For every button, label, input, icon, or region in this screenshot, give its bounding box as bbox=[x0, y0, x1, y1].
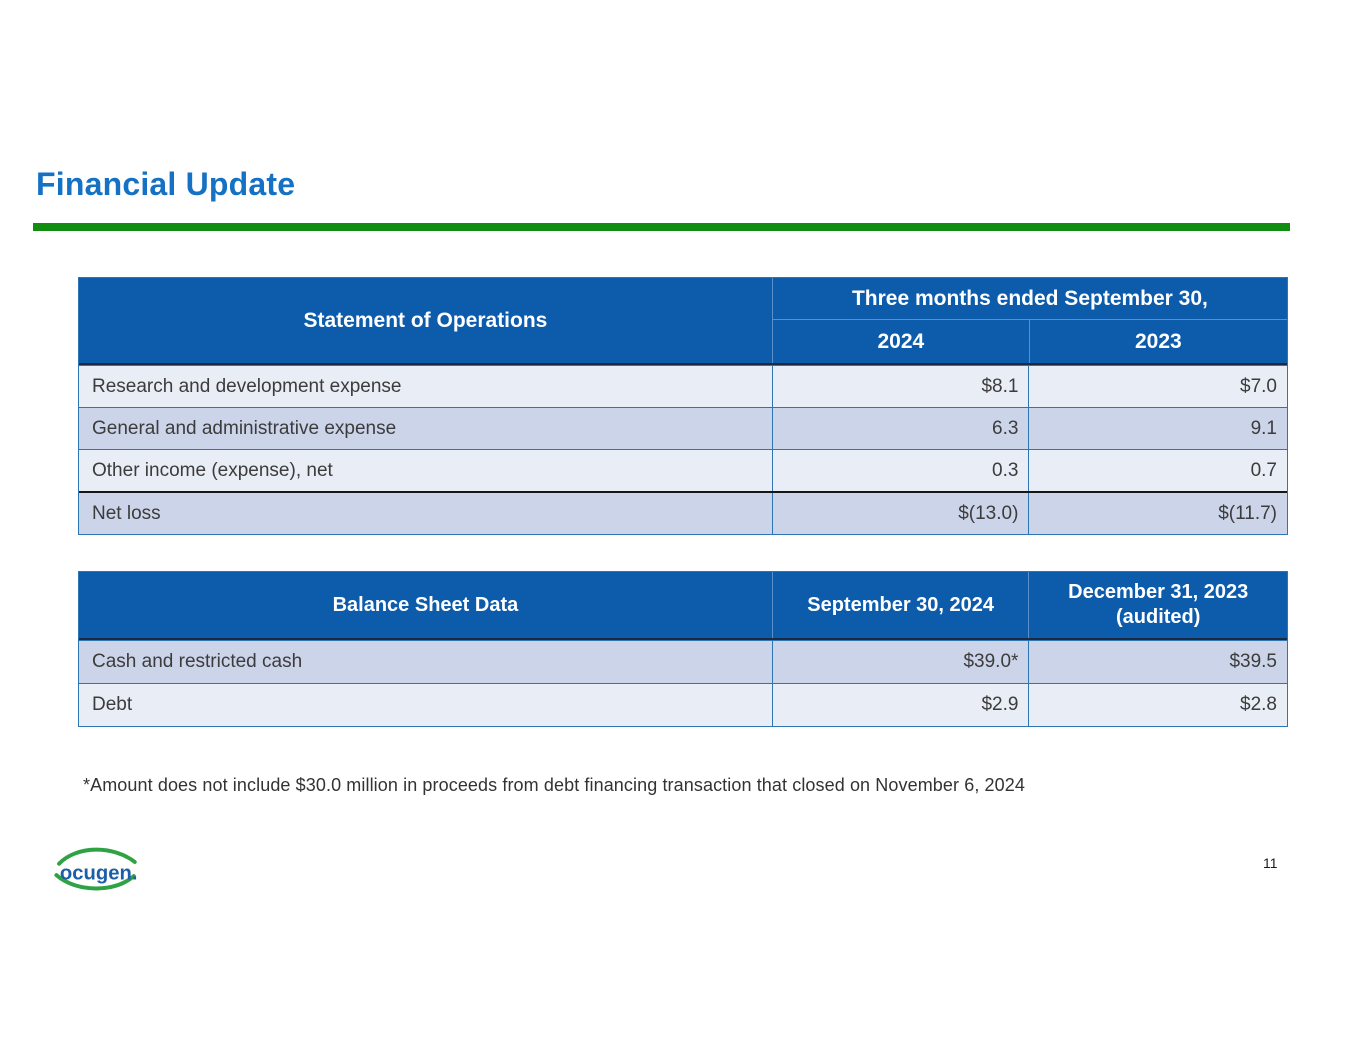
table-row: General and administrative expense 6.3 9… bbox=[79, 407, 1287, 449]
balance-header-label: Balance Sheet Data bbox=[79, 572, 773, 638]
row-label: General and administrative expense bbox=[79, 408, 773, 449]
value-2023: $(11.7) bbox=[1218, 502, 1277, 524]
table-row: Cash and restricted cash $39.0* $39.5 bbox=[79, 640, 1287, 683]
operations-table: Statement of Operations Three months end… bbox=[78, 277, 1288, 535]
logo-bottom-swoosh bbox=[54, 873, 136, 891]
value-dec-2023: $39.5 bbox=[1229, 651, 1277, 672]
value-2023: 0.7 bbox=[1250, 459, 1277, 481]
row-label: Debt bbox=[79, 684, 773, 726]
value-2024: 0.3 bbox=[773, 450, 1030, 491]
operations-table-header: Statement of Operations Three months end… bbox=[79, 278, 1287, 365]
column-header-2024: 2024 bbox=[773, 320, 1030, 363]
logo-wordmark: ocugen. bbox=[60, 863, 138, 885]
row-label: Other income (expense), net bbox=[79, 450, 773, 491]
column-header-dec-2023: December 31, 2023 (audited) bbox=[1029, 572, 1287, 638]
value-2023: $7.0 bbox=[1240, 375, 1277, 397]
balance-sheet-table: Balance Sheet Data September 30, 2024 De… bbox=[78, 571, 1288, 727]
page-title: Financial Update bbox=[36, 166, 296, 202]
table-row: Debt $2.9 $2.8 bbox=[79, 683, 1287, 726]
column-header-dec-2023-line1: December 31, 2023 bbox=[1068, 581, 1249, 603]
footnote: *Amount does not include $30.0 million i… bbox=[83, 775, 1025, 795]
table-row: Research and development expense $8.1 $7… bbox=[79, 365, 1287, 407]
operations-span-header: Three months ended September 30, bbox=[772, 278, 1287, 320]
table-row: Other income (expense), net 0.3 0.7 bbox=[79, 449, 1287, 491]
row-label: Net loss bbox=[79, 493, 773, 534]
value-sep-2024: $2.9 bbox=[773, 684, 1030, 726]
column-header-2023: 2023 bbox=[1135, 329, 1182, 353]
column-header-sep-2024: September 30, 2024 bbox=[773, 572, 1030, 638]
value-sep-2024: $39.0* bbox=[773, 641, 1030, 683]
row-label: Cash and restricted cash bbox=[79, 641, 773, 683]
row-label: Research and development expense bbox=[79, 366, 773, 407]
operations-header-right: Three months ended September 30, 2024 20… bbox=[772, 278, 1287, 363]
value-2024: $8.1 bbox=[773, 366, 1030, 407]
ocugen-logo: ocugen. bbox=[54, 847, 138, 891]
value-2024: $(13.0) bbox=[773, 493, 1030, 534]
value-dec-2023: $2.8 bbox=[1240, 694, 1277, 715]
logo-top-swoosh bbox=[57, 847, 137, 866]
title-underline bbox=[33, 223, 1290, 231]
page-number: 11 bbox=[1263, 855, 1278, 871]
value-2023: 9.1 bbox=[1250, 417, 1277, 439]
value-2024: 6.3 bbox=[773, 408, 1030, 449]
balance-table-header: Balance Sheet Data September 30, 2024 De… bbox=[79, 572, 1287, 640]
column-header-dec-2023-line2: (audited) bbox=[1115, 606, 1201, 628]
table-row-net-loss: Net loss $(13.0) $(11.7) bbox=[79, 491, 1287, 534]
operations-header-label: Statement of Operations bbox=[79, 278, 773, 363]
